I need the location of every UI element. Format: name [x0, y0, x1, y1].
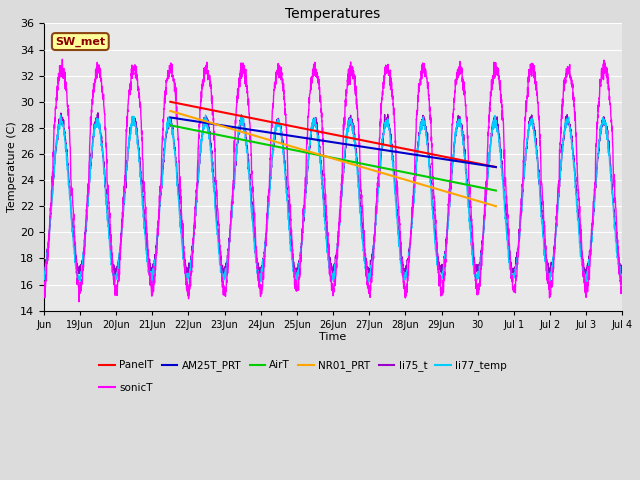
- Legend: sonicT: sonicT: [95, 379, 157, 397]
- Title: Temperatures: Temperatures: [285, 7, 381, 21]
- Y-axis label: Temperature (C): Temperature (C): [7, 121, 17, 213]
- Text: SW_met: SW_met: [55, 36, 106, 47]
- X-axis label: Time: Time: [319, 333, 347, 342]
